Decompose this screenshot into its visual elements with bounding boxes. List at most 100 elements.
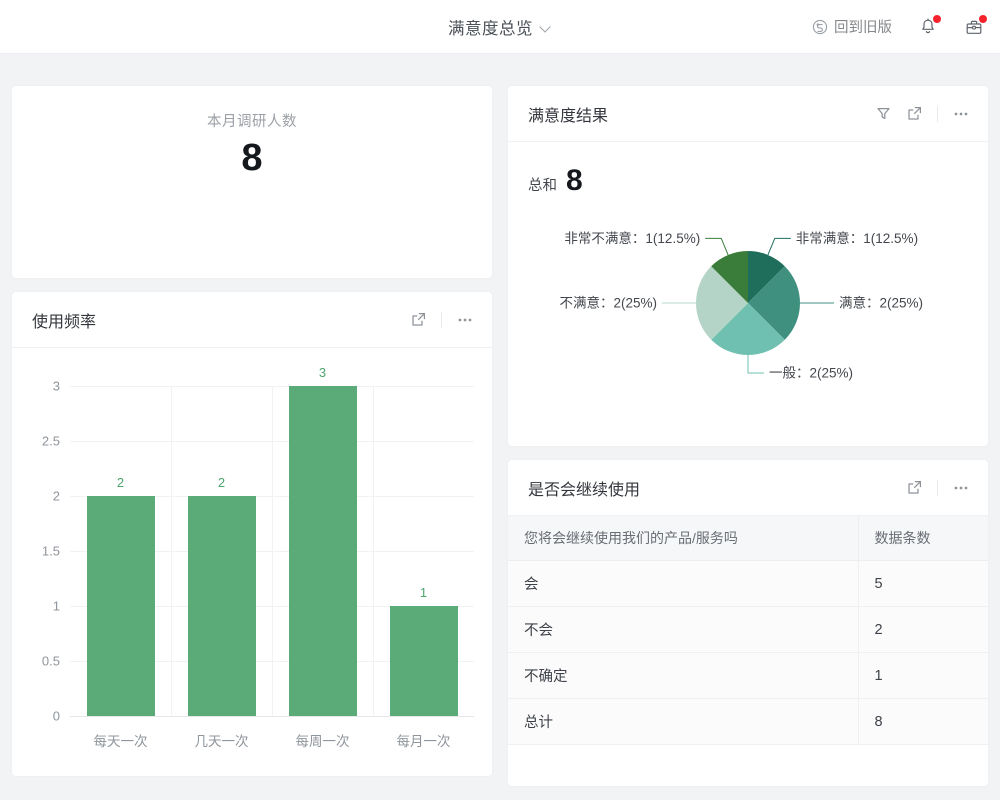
table-row[interactable]: 不会 2 bbox=[508, 606, 988, 653]
card-title: 满意度结果 bbox=[528, 107, 609, 125]
page-title: 满意度总览 bbox=[448, 19, 533, 38]
table-column-header-question: 您将会继续使用我们的产品/服务吗 bbox=[508, 516, 859, 561]
ellipsis-icon[interactable] bbox=[952, 479, 970, 496]
card-actions bbox=[410, 311, 474, 328]
bar[interactable] bbox=[187, 496, 256, 716]
y-axis-tick: 0 bbox=[52, 708, 60, 724]
bar[interactable] bbox=[86, 496, 155, 716]
pie-slice[interactable] bbox=[748, 251, 785, 303]
right-column: 满意度结果 bbox=[508, 86, 988, 786]
continue-usage-card: 是否会继续使用 bbox=[508, 460, 988, 786]
satisfaction-pie-chart: 非常满意：1(12.5%) 满意：2(25%) 一般：2(25%) 不满意：2(25%… bbox=[508, 198, 988, 428]
pie-slice-label: 一般：2(25%) bbox=[769, 366, 853, 381]
bar-series: 2 每天一次 2 几天一次 3 每周一次 1 每月一次 bbox=[70, 365, 474, 749]
bar[interactable] bbox=[389, 606, 458, 716]
bar[interactable] bbox=[288, 386, 357, 716]
x-axis-tick: 每天一次 bbox=[93, 734, 148, 749]
satisfaction-result-card: 满意度结果 bbox=[508, 86, 988, 446]
card-actions bbox=[906, 479, 970, 496]
x-axis-tick: 每周一次 bbox=[295, 734, 350, 749]
respondents-kpi-card: 本月调研人数 8 bbox=[12, 86, 492, 278]
ellipsis-icon[interactable] bbox=[456, 311, 474, 328]
kpi-label: 本月调研人数 bbox=[207, 114, 297, 130]
pie-slice-label: 非常不满意：1(12.5%) bbox=[564, 230, 700, 246]
briefcase-icon[interactable] bbox=[964, 14, 987, 37]
gridline-vertical bbox=[272, 386, 273, 716]
external-link-icon[interactable] bbox=[906, 105, 923, 122]
satisfaction-total: 总和 8 bbox=[508, 142, 988, 198]
page-title-dropdown[interactable]: 满意度总览 bbox=[448, 15, 552, 39]
pie-slice[interactable] bbox=[748, 266, 800, 340]
external-link-icon[interactable] bbox=[410, 311, 427, 328]
pie-slice-label: 非常满意：1(12.5%) bbox=[796, 230, 918, 246]
gridline bbox=[70, 716, 474, 717]
pie-slice[interactable] bbox=[711, 251, 748, 303]
table-cell-answer: 总计 bbox=[508, 698, 859, 745]
bar-plot-area: 0 0.5 1 1.5 2 2.5 3 2 每天一次 2 几天一次 3 每周一次 1 每月一次 bbox=[42, 365, 474, 749]
funnel-icon[interactable] bbox=[875, 105, 892, 122]
y-axis-tick: 2.5 bbox=[41, 433, 60, 449]
bar-value-label: 2 bbox=[217, 475, 226, 491]
table-cell-count: 2 bbox=[858, 606, 988, 653]
top-bar: 满意度总览 回到旧版 bbox=[0, 0, 1000, 54]
table-column-header-count: 数据条数 bbox=[858, 516, 988, 561]
y-axis-tick: 1 bbox=[52, 598, 60, 614]
usage-frequency-chart: 0 0.5 1 1.5 2 2.5 3 2 每天一次 2 几天一次 3 每周一次 1 每月一次 bbox=[12, 348, 492, 776]
continue-usage-card-header: 是否会继续使用 bbox=[508, 460, 988, 516]
usage-frequency-card: 使用频率 bbox=[12, 292, 492, 776]
pie-slice-label: 不满意：2(25%) bbox=[559, 295, 657, 311]
pie-leader-line bbox=[747, 355, 764, 374]
table-cell-answer: 会 bbox=[508, 560, 859, 607]
top-bar-actions: 回到旧版 bbox=[812, 14, 987, 37]
table-row[interactable]: 不确定 1 bbox=[508, 652, 988, 699]
x-axis-tick: 几天一次 bbox=[194, 734, 249, 749]
pie-slice[interactable] bbox=[711, 303, 785, 355]
y-axis-tick: 2 bbox=[52, 488, 60, 504]
continue-usage-table: 您将会继续使用我们的产品/服务吗 数据条数 会 5 不会 2 不确定 1 总计 8 bbox=[508, 516, 988, 745]
table-head: 您将会继续使用我们的产品/服务吗 数据条数 bbox=[508, 516, 988, 561]
table-body: 会 5 不会 2 不确定 1 总计 8 bbox=[508, 560, 988, 745]
pie-slice[interactable] bbox=[696, 266, 748, 340]
bar-group[interactable]: 1 每月一次 bbox=[373, 386, 474, 749]
x-axis-tick: 每月一次 bbox=[396, 734, 451, 749]
bar-group[interactable]: 3 每周一次 bbox=[272, 365, 373, 749]
table-cell-count: 5 bbox=[858, 560, 988, 607]
bar-value-label: 2 bbox=[116, 475, 125, 491]
table-row[interactable]: 总计 8 bbox=[508, 698, 988, 745]
table-cell-answer: 不确定 bbox=[508, 652, 859, 699]
y-axis-tick: 3 bbox=[52, 378, 60, 394]
bar-group[interactable]: 2 每天一次 bbox=[70, 386, 171, 749]
y-axis-tick: 1.5 bbox=[41, 543, 60, 559]
external-link-icon[interactable] bbox=[906, 479, 923, 496]
bar-value-label: 3 bbox=[318, 365, 327, 380]
card-actions bbox=[875, 105, 970, 122]
total-label: 总和 bbox=[528, 178, 557, 194]
chevron-down-icon[interactable] bbox=[541, 22, 552, 33]
usage-frequency-card-header: 使用频率 bbox=[12, 292, 492, 348]
ellipsis-icon[interactable] bbox=[952, 105, 970, 122]
table-header-row: 您将会继续使用我们的产品/服务吗 数据条数 bbox=[508, 516, 988, 561]
total-value: 8 bbox=[566, 164, 583, 197]
kpi-value: 8 bbox=[241, 137, 263, 179]
gridline-vertical bbox=[171, 386, 172, 716]
action-divider bbox=[441, 311, 442, 328]
action-divider bbox=[937, 479, 938, 496]
bar-value-label: 1 bbox=[419, 585, 428, 601]
revert-circle-icon bbox=[812, 19, 828, 35]
action-divider bbox=[937, 105, 938, 122]
bell-icon[interactable] bbox=[918, 14, 941, 37]
table-cell-answer: 不会 bbox=[508, 606, 859, 653]
card-title: 是否会继续使用 bbox=[528, 481, 641, 499]
gridline-vertical bbox=[373, 386, 374, 716]
card-title: 使用频率 bbox=[32, 313, 97, 331]
pie-leader-line bbox=[767, 237, 791, 256]
bar-group[interactable]: 2 几天一次 bbox=[171, 386, 272, 749]
y-axis-tick: 0.5 bbox=[41, 653, 60, 669]
pie-svg: 非常满意：1(12.5%) 满意：2(25%) 一般：2(25%) 不满意：2(25%… bbox=[559, 230, 923, 381]
table-cell-count: 1 bbox=[858, 652, 988, 699]
back-to-legacy-button[interactable]: 回到旧版 bbox=[812, 16, 892, 37]
pie-slice-label: 满意：2(25%) bbox=[839, 295, 923, 311]
pie-leader-line bbox=[705, 237, 729, 256]
table-cell-count: 8 bbox=[858, 698, 988, 745]
